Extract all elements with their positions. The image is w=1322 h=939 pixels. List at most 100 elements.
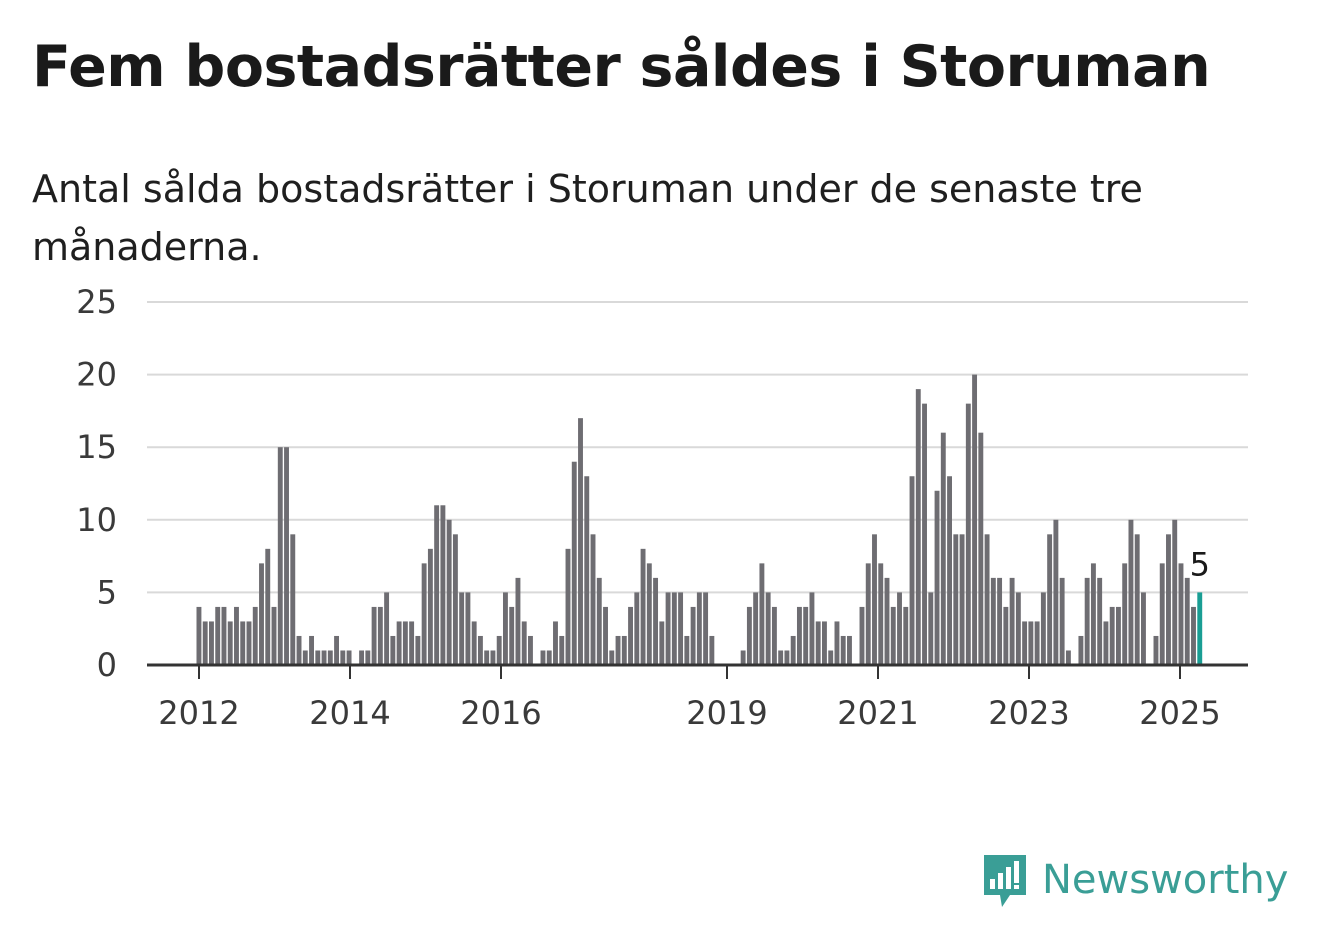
bar [903,606,909,665]
bar [477,635,483,665]
bar [840,635,846,665]
bar [972,374,978,665]
bar [609,650,615,665]
bar [446,519,452,665]
bar [1059,577,1065,665]
bar [746,606,752,665]
newsworthy-logo-icon [984,855,1026,907]
bar [365,650,371,665]
bar [1159,563,1165,665]
bar [603,606,608,665]
bar [628,606,633,665]
bar [209,621,214,665]
y-tick-label: 0 [97,646,117,684]
bar [1015,592,1021,665]
newsworthy-logo: Newsworthy [980,850,1288,910]
bar [678,592,684,665]
bar [653,577,659,665]
bar [1178,563,1184,665]
bar [671,592,677,665]
bar [659,621,665,665]
bar [915,389,921,665]
bar [227,621,233,665]
x-tick-label: 2021 [837,694,918,732]
bar [515,577,521,665]
bar [409,621,415,665]
brand-name: Newsworthy [1042,857,1289,903]
bar [740,650,746,665]
bar [1034,621,1040,665]
bar [277,447,283,665]
bar [371,606,377,665]
bar [865,563,871,665]
bar [252,606,258,665]
bar [859,606,865,665]
bar [796,606,802,665]
bar [1103,621,1109,665]
bar [1090,563,1096,665]
bar [784,650,790,665]
bar [765,592,771,665]
bar [640,548,646,665]
bar [665,592,671,665]
bar [309,635,314,665]
bar [546,650,552,665]
bar [828,650,834,665]
bar [1141,592,1146,665]
bar [559,635,565,665]
bar [396,621,402,665]
bar [690,606,696,665]
bar [434,505,440,665]
bar [897,592,902,665]
bar [565,548,571,665]
bar [615,635,621,665]
bar [521,621,527,665]
bar [709,635,715,665]
bar [402,621,408,665]
bar-highlighted [1197,592,1203,665]
bar [1115,606,1121,665]
bar [340,650,346,665]
bar [421,563,427,665]
bar [1022,621,1028,665]
bar [703,592,709,665]
bar [1166,534,1171,665]
bar [296,635,302,665]
bar [815,621,821,665]
bar [1065,650,1071,665]
bar [490,650,496,665]
y-tick-label: 20 [76,356,117,394]
bar [321,650,327,665]
bar [759,563,765,665]
bar [452,534,458,665]
bar [271,606,277,665]
bar [1191,606,1196,665]
bar [471,621,477,665]
bar [215,606,221,665]
bar [990,577,996,665]
bar [1053,519,1059,665]
bar [315,650,321,665]
bar [509,606,515,665]
bar [997,577,1003,665]
bar [771,606,777,665]
y-tick-label: 5 [97,573,117,611]
bar [1040,592,1046,665]
bar [1109,606,1115,665]
bar [965,403,971,665]
bar [1003,606,1009,665]
bar [684,635,690,665]
bar [1028,621,1034,665]
bar [1184,577,1190,665]
bar [465,592,471,665]
bar [1009,577,1015,665]
bar [1097,577,1103,665]
gridlines [147,301,1248,594]
bar [427,548,433,665]
bar [940,432,946,665]
bar [377,606,383,665]
bar [928,592,934,665]
bar [459,592,465,665]
x-tick-label: 2012 [158,694,239,732]
bar [822,621,827,665]
